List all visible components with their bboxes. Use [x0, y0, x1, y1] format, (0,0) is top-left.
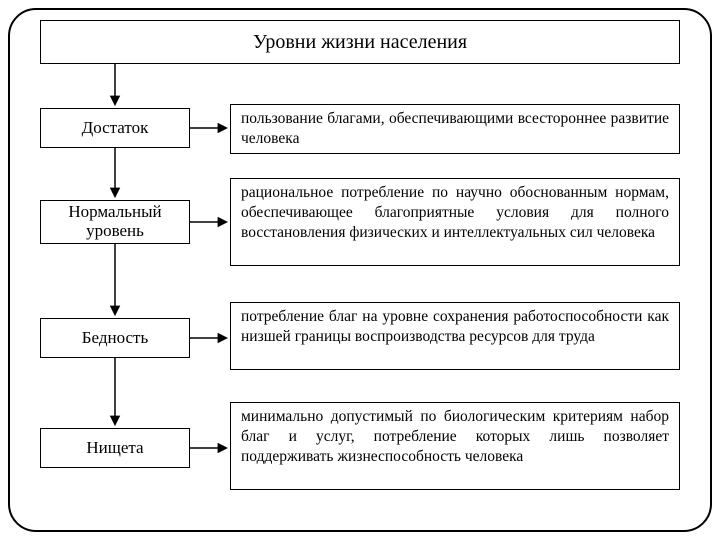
level-box-normalnyy: Нормальный уровень [40, 200, 190, 244]
level-label: Достаток [82, 119, 149, 138]
level-desc: потребление благ на уровне сохранения ра… [241, 308, 669, 345]
level-label: Бедность [82, 329, 148, 348]
title-box: Уровни жизни населения [40, 20, 680, 64]
level-desc: рациональное потребление по научно обосн… [241, 184, 669, 241]
desc-box-bednost: потребление благ на уровне сохранения ра… [230, 302, 680, 370]
desc-box-normalnyy: рациональное потребление по научно обосн… [230, 178, 680, 266]
level-box-bednost: Бедность [40, 318, 190, 358]
level-desc: пользование благами, обеспечивающими все… [241, 110, 669, 147]
level-label: Нормальный уровень [43, 203, 187, 240]
level-desc: минимально допустимый по биологическим к… [241, 408, 669, 465]
level-label: Нищета [86, 439, 143, 458]
desc-box-dostatok: пользование благами, обеспечивающими все… [230, 104, 680, 154]
level-box-dostatok: Достаток [40, 108, 190, 148]
diagram-title: Уровни жизни населения [253, 31, 467, 54]
level-box-nishcheta: Нищета [40, 428, 190, 468]
desc-box-nishcheta: минимально допустимый по биологическим к… [230, 402, 680, 490]
